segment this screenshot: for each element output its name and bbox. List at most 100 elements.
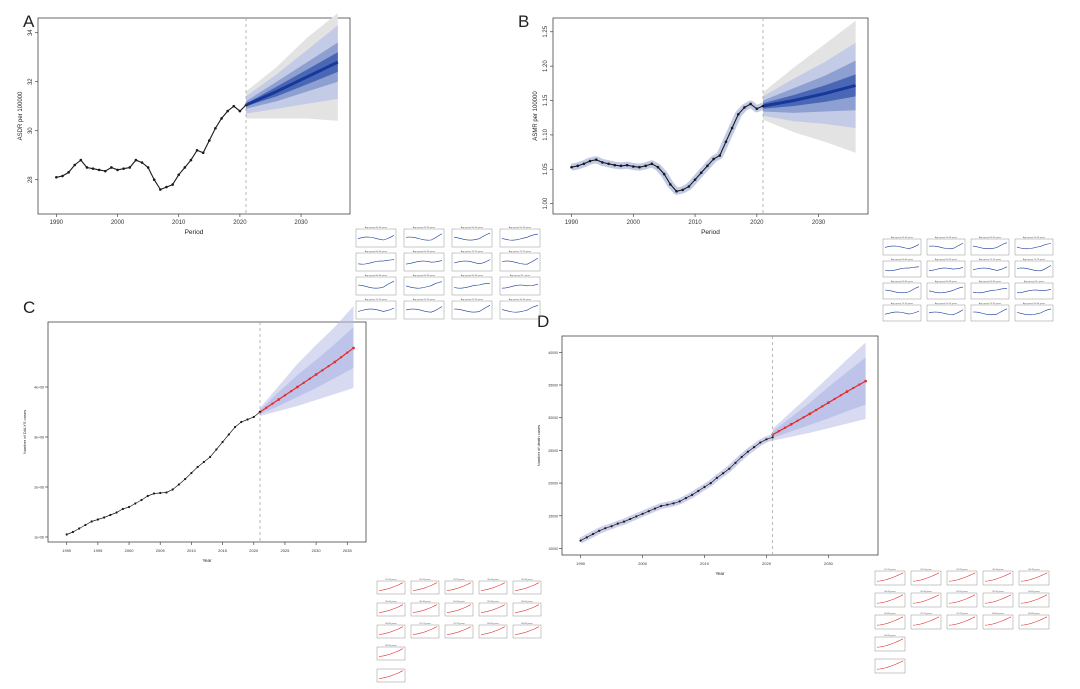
forecast-point [789, 422, 793, 426]
inset-title: 85-89 years [521, 622, 533, 625]
inset-frame [882, 260, 922, 278]
observed-point [159, 491, 162, 495]
observed-point [576, 164, 580, 168]
inset-curve [884, 310, 920, 315]
inset-curve [357, 280, 395, 289]
x-tick-label: 2020 [249, 548, 259, 553]
inset-title: 75-79 years [956, 612, 968, 615]
observed-point [85, 166, 89, 169]
inset-curve [972, 266, 1008, 271]
inset-title: Age group 15-19 years [891, 302, 914, 305]
forecast-band-inner [772, 357, 866, 438]
observed-point [165, 185, 168, 189]
forecast-point [333, 360, 337, 364]
inset-title: 55-59 years [992, 590, 1004, 593]
inset-frame [355, 252, 397, 272]
observed-point [227, 433, 230, 436]
inset-title: 70-74 years [419, 622, 431, 625]
observed-point [110, 166, 113, 169]
observed-point [771, 436, 774, 439]
observed-point [672, 502, 675, 505]
y-axis-title: Number of DALYS cases [22, 410, 27, 454]
inset-frame [1014, 238, 1054, 256]
inset-title: Age group 45-49 years [935, 236, 958, 239]
observed-point [622, 520, 626, 523]
inset-frame [970, 260, 1010, 278]
inset-panel: Age group 90-94 years [970, 280, 1010, 300]
inset-title: Age group 20-24 years [413, 298, 436, 301]
observed-point [588, 159, 592, 163]
inset-curve [884, 244, 920, 249]
observed-point [697, 489, 700, 493]
inset-title: 15-19 years [385, 578, 397, 581]
panel-letter-a: A [23, 12, 35, 31]
inset-frame [512, 580, 542, 595]
inset-curve [984, 572, 1012, 582]
observed-point [761, 104, 765, 108]
inset-title: Age group 95+ years [1024, 280, 1045, 283]
observed-point [116, 168, 119, 172]
observed-point [195, 149, 199, 152]
y-tick-label: 1.05 [543, 163, 549, 175]
observed-point [246, 418, 249, 421]
inset-title: 60-64 years [1028, 590, 1040, 593]
observed-point [177, 173, 181, 177]
inset-panel: 45-49 years [410, 600, 440, 617]
forecast-point [827, 401, 830, 405]
forecast-point [821, 405, 824, 408]
inset-frame [982, 570, 1014, 586]
forecast-mean-line [259, 347, 354, 413]
y-axis-title: ASDR per 100000 [18, 91, 24, 140]
chart-b: 1990 2000 2010 2020 2030 1.00 1.05 1.10 1.15 1.20… [533, 17, 869, 236]
observed-point [669, 183, 672, 186]
observed-point [252, 415, 255, 419]
inset-frame [376, 624, 406, 639]
inset-title: 65-69 years [884, 612, 896, 615]
x-tick-label: 2020 [233, 220, 247, 226]
observed-point [91, 167, 95, 170]
inset-curve [480, 604, 506, 613]
inset-frame [926, 238, 966, 256]
inset-frame [403, 228, 445, 248]
inset-title: 40-44 years [385, 600, 397, 603]
inset-title: Age group 30-34 years [1023, 302, 1046, 305]
observed-point [67, 171, 70, 174]
inset-frame [874, 592, 906, 608]
inset-frame [403, 276, 445, 296]
observed-point [594, 158, 598, 161]
inset-frame [874, 636, 906, 652]
inset-panel: Age group 45-49 years [926, 236, 966, 256]
inset-frame [882, 238, 922, 256]
inset-curve [405, 260, 443, 265]
observed-point [681, 188, 685, 192]
observed-point [734, 461, 737, 464]
forecast-point [296, 385, 299, 389]
inset-frame [910, 570, 942, 586]
inset-panel: Age group 75-79 years [499, 250, 541, 272]
chart-d: 1990 2000 2010 2020 2030 10000 15000 20000 25000… [536, 335, 879, 576]
forecast-band-inner [763, 74, 856, 109]
inset-curve [453, 305, 491, 313]
inset-title: Age group 80-84 years [891, 280, 914, 283]
observed-point [209, 455, 212, 459]
inset-panel: 55-59 years [478, 600, 508, 617]
x-tick-label: 2000 [627, 220, 641, 226]
inset-panel: Age group 25-29 years [970, 302, 1010, 322]
y-tick-label: 20000 [548, 482, 558, 486]
forecast-point [321, 369, 324, 372]
inset-panel: Age group 55-59 years [1014, 236, 1054, 256]
inset-panel: 50-54 years [946, 590, 978, 608]
inset-title: 15-19 years [884, 568, 896, 571]
observed-point [635, 515, 638, 518]
inset-panel: 80-84 years [982, 612, 1014, 630]
inset-title: 70-74 years [920, 612, 932, 615]
observed-point [134, 502, 137, 505]
observed-point [755, 107, 759, 111]
x-tick-label: 1995 [93, 548, 103, 553]
forecast-point [283, 394, 287, 397]
inset-panel: 75-79 years [946, 612, 978, 630]
inset-panel: 80-84 years [478, 622, 508, 639]
inset-frame [499, 252, 541, 272]
forecast-point [833, 397, 836, 401]
observed-point [159, 188, 162, 191]
